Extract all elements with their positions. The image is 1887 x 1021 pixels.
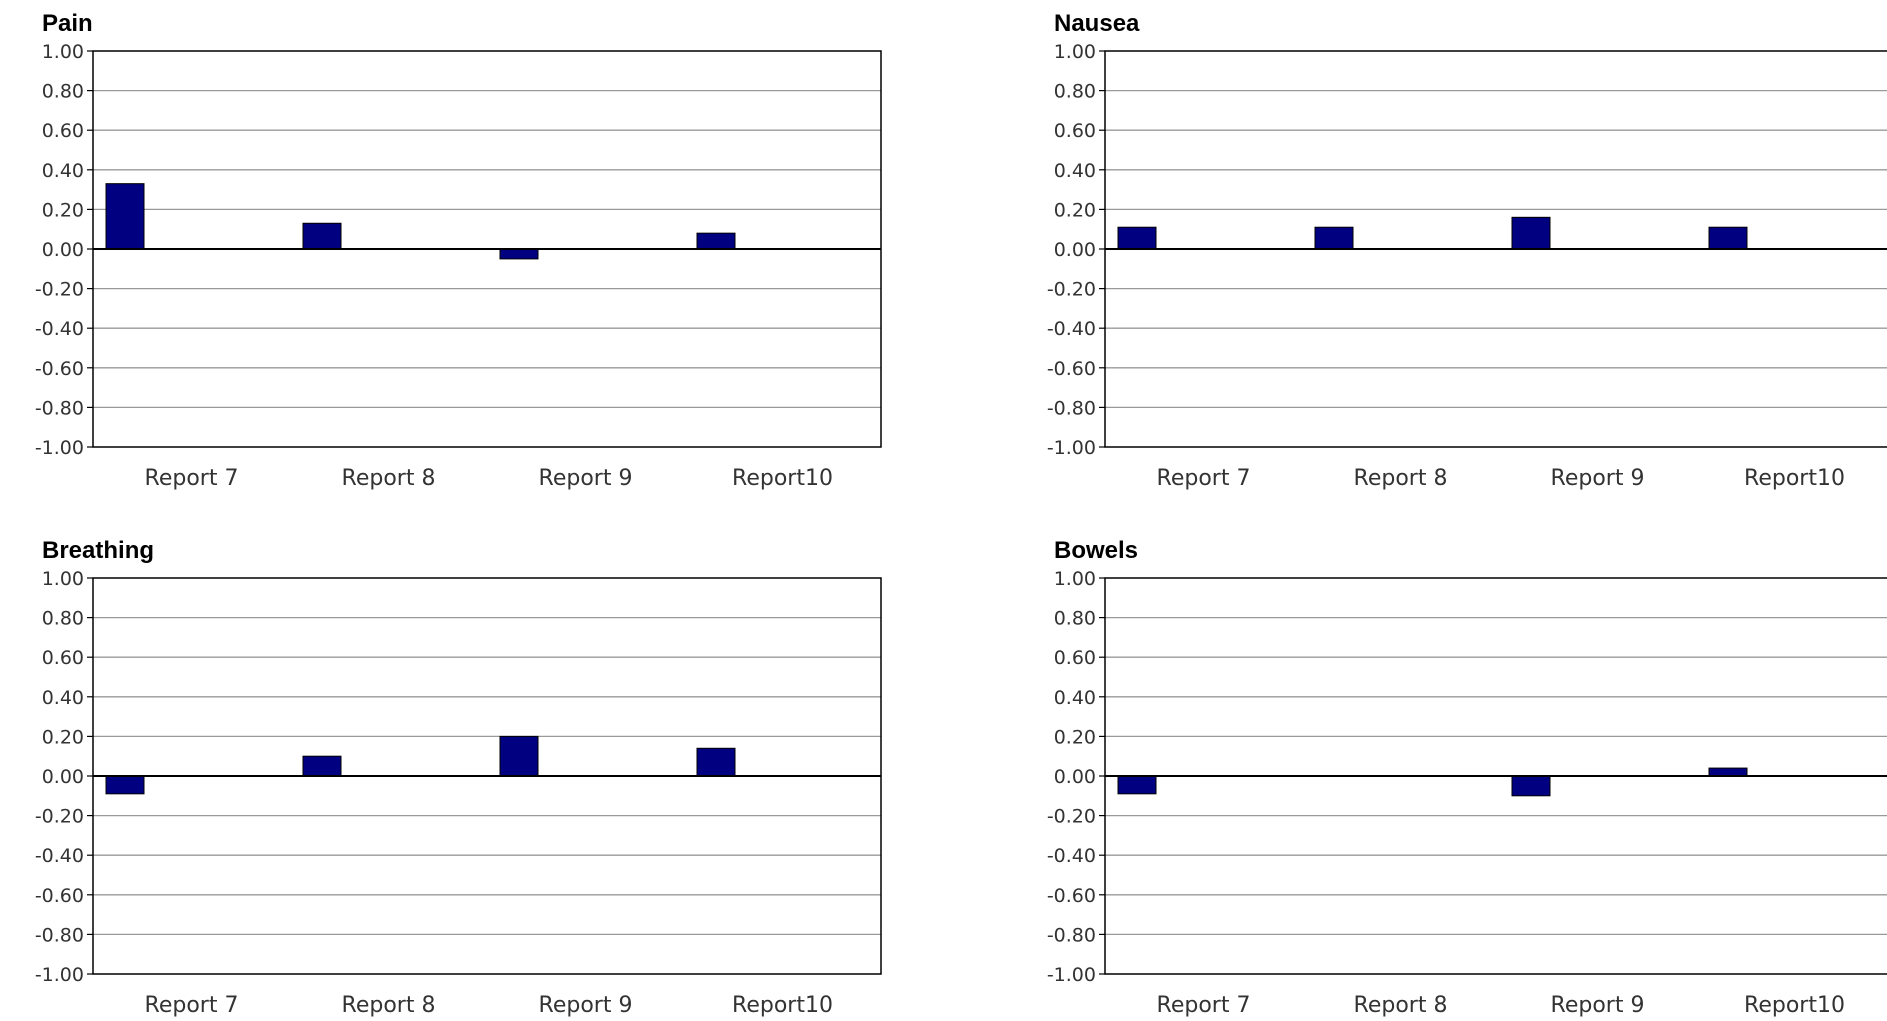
y-tick-label: -0.20: [35, 279, 84, 301]
y-tick-label: 0.40: [42, 687, 84, 709]
bar-report10: [696, 232, 736, 250]
y-tick-label: -0.40: [35, 318, 84, 340]
plot-frame: [92, 50, 882, 448]
y-tick-label: -0.60: [35, 358, 84, 380]
y-tick-label: -0.40: [1047, 318, 1096, 340]
x-category-label: Report10: [1744, 993, 1845, 1018]
bar-report-7: [105, 183, 145, 250]
x-category-label: Report10: [1744, 466, 1845, 491]
y-tick-label: -1.00: [1047, 964, 1096, 986]
plot-frame: [1104, 50, 1887, 448]
x-category-label: Report 7: [1157, 466, 1251, 491]
bar-report-9: [1511, 216, 1551, 250]
y-tick-label: 0.80: [1054, 81, 1096, 103]
bar-report-9: [1511, 775, 1551, 797]
y-tick-label: -0.20: [35, 806, 84, 828]
x-category-label: Report 9: [1551, 993, 1645, 1018]
y-tick-label: -0.60: [1047, 885, 1096, 907]
bar-report-8: [1314, 226, 1354, 250]
bar-report10: [1708, 767, 1748, 777]
bar-report-7: [105, 775, 145, 795]
x-category-label: Report10: [732, 466, 833, 491]
y-tick-label: -0.60: [1047, 358, 1096, 380]
chart-title: Nausea: [1054, 10, 1140, 37]
y-tick-label: 0.20: [1054, 199, 1096, 221]
y-tick-label: 0.80: [1054, 608, 1096, 630]
x-category-label: Report10: [732, 993, 833, 1018]
chart-title: Bowels: [1054, 537, 1138, 564]
y-tick-label: 0.20: [1054, 726, 1096, 748]
chart-title: Breathing: [42, 537, 154, 564]
y-tick-label: 0.60: [42, 647, 84, 669]
x-category-label: Report 8: [1354, 466, 1448, 491]
y-tick-label: 0.00: [1054, 239, 1096, 261]
bar-report-8: [302, 222, 342, 250]
y-tick-label: -0.80: [1047, 397, 1096, 419]
y-tick-label: -1.00: [1047, 437, 1096, 459]
y-tick-label: 0.40: [1054, 160, 1096, 182]
y-tick-label: 0.40: [1054, 687, 1096, 709]
y-tick-label: -0.60: [35, 885, 84, 907]
y-tick-label: 0.80: [42, 81, 84, 103]
y-tick-label: 1.00: [1054, 568, 1096, 590]
y-tick-label: -0.20: [1047, 806, 1096, 828]
y-tick-label: -0.20: [1047, 279, 1096, 301]
y-tick-label: -0.80: [35, 397, 84, 419]
y-tick-label: -1.00: [35, 437, 84, 459]
y-tick-label: 1.00: [1054, 41, 1096, 63]
y-tick-label: 0.80: [42, 608, 84, 630]
y-tick-label: 0.00: [42, 766, 84, 788]
x-category-label: Report 8: [342, 993, 436, 1018]
y-tick-label: 0.60: [1054, 647, 1096, 669]
y-tick-label: 0.00: [42, 239, 84, 261]
y-tick-label: 1.00: [42, 568, 84, 590]
x-category-label: Report 8: [1354, 993, 1448, 1018]
y-tick-label: 0.60: [42, 120, 84, 142]
bar-report-7: [1117, 226, 1157, 250]
x-category-label: Report 9: [1551, 466, 1645, 491]
plot-frame: [92, 577, 882, 975]
y-tick-label: 1.00: [42, 41, 84, 63]
chart-panel-nausea: Nausea 1.00 0.80 0.60 0.40 0.20 0.00 -0.20 -0.40…: [1047, 10, 1887, 491]
y-tick-label: -0.80: [35, 924, 84, 946]
bar-report-9: [499, 735, 539, 777]
y-tick-label: 0.40: [42, 160, 84, 182]
x-category-label: Report 9: [539, 993, 633, 1018]
x-category-label: Report 7: [145, 466, 239, 491]
y-tick-label: -0.80: [1047, 924, 1096, 946]
plot-frame: [1104, 577, 1887, 975]
chart-panel-pain: Pain 1.00 0.80 0.60 0.40 0.20 0.00 -0.20 -0.40 -0…: [35, 10, 882, 491]
x-category-label: Report 8: [342, 466, 436, 491]
y-tick-label: 0.20: [42, 726, 84, 748]
bar-report-9: [499, 248, 539, 260]
bar-report10: [696, 747, 736, 777]
y-tick-label: 0.20: [42, 199, 84, 221]
y-tick-label: 0.60: [1054, 120, 1096, 142]
x-category-label: Report 9: [539, 466, 633, 491]
bar-report-7: [1117, 775, 1157, 795]
x-category-label: Report 7: [145, 993, 239, 1018]
bar-report10: [1708, 226, 1748, 250]
y-tick-label: -1.00: [35, 964, 84, 986]
bar-report-8: [302, 755, 342, 777]
y-tick-label: -0.40: [35, 845, 84, 867]
chart-panel-bowels: Bowels 1.00 0.80 0.60 0.40 0.20 0.00 -0.20 -0.40…: [1047, 537, 1887, 1018]
y-tick-label: 0.00: [1054, 766, 1096, 788]
chart-title: Pain: [42, 10, 93, 37]
y-tick-label: -0.40: [1047, 845, 1096, 867]
x-category-label: Report 7: [1157, 993, 1251, 1018]
chart-panel-breathing: Breathing 1.00 0.80 0.60 0.40 0.20 0.00 -0.20 -0…: [35, 537, 882, 1018]
